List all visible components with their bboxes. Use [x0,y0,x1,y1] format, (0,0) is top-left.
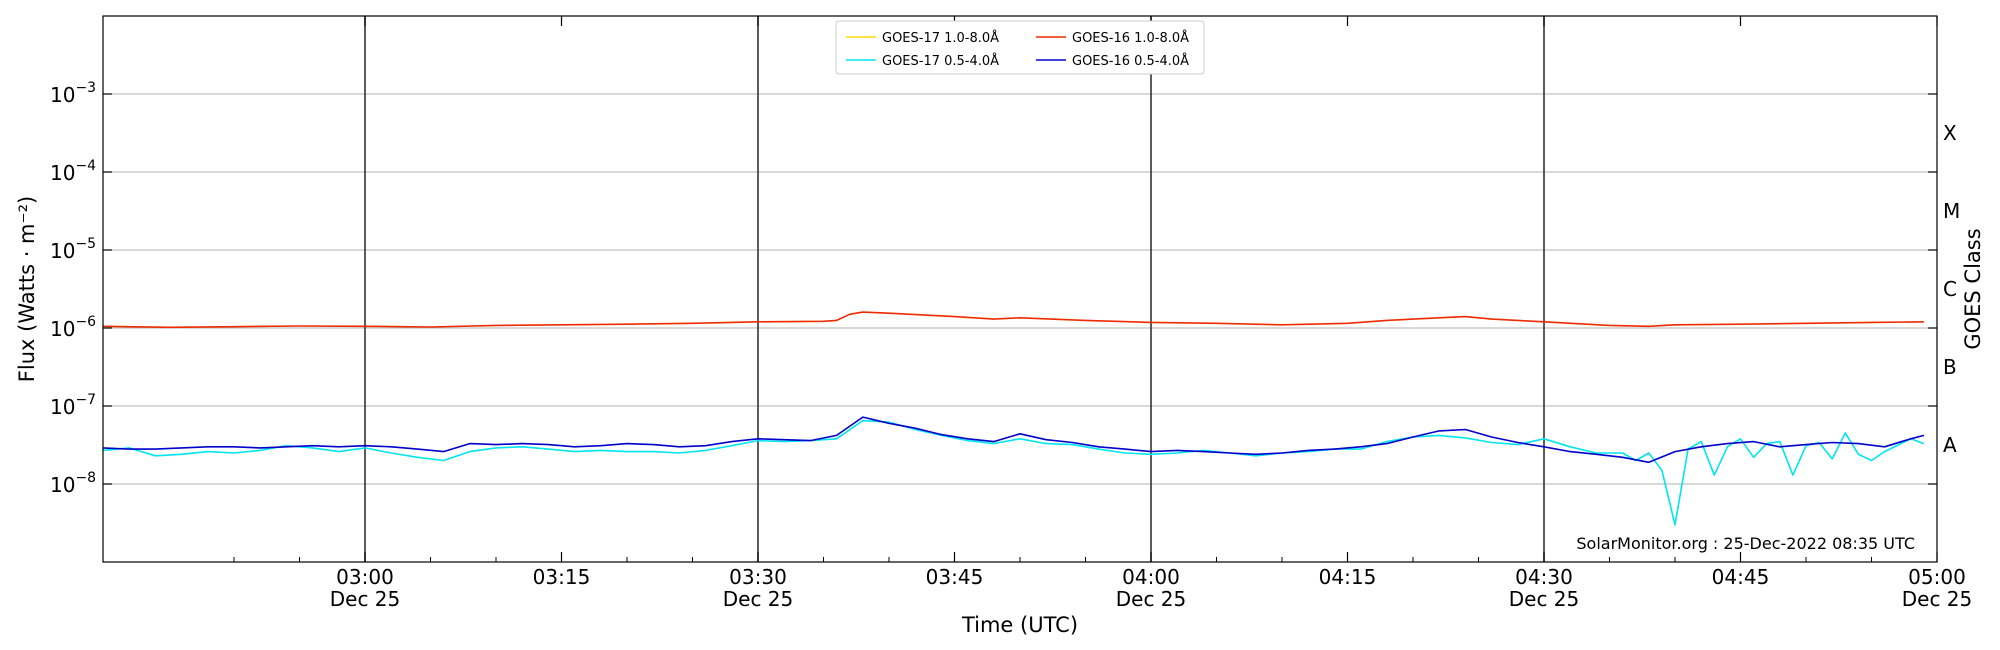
goes-class-label: C [1943,277,1957,301]
x-tick-label-date: Dec 25 [1902,587,1973,611]
x-axis-title: Time (UTC) [961,613,1078,637]
x-tick-label-date: Dec 25 [1509,587,1580,611]
legend-label: GOES-16 1.0-8.0Å [1072,30,1189,46]
x-tick-label-time: 03:30 [729,565,787,589]
x-tick-label-time: 04:00 [1122,565,1180,589]
watermark: SolarMonitor.org : 25-Dec-2022 08:35 UTC [1576,534,1915,553]
series-line-4 [102,416,1925,464]
series-lines [102,311,1925,526]
x-tick-label-time: 03:15 [533,565,591,589]
plot-frame [102,15,1938,563]
legend-label: GOES-17 1.0-8.0Å [882,30,999,46]
axis-ticks [102,15,1938,562]
y-tick-label: 10−8 [50,470,96,497]
grid [103,93,1937,485]
vertical-time-markers [364,16,1545,562]
y-tick-label: 10−5 [50,236,96,263]
x-tick-label-time: 04:30 [1515,565,1573,589]
y-tick-label: 10−4 [50,158,96,185]
x-tick-label-date: Dec 25 [723,587,794,611]
y2-axis-title: GOES Class [1961,228,1985,349]
x-tick-label-time: 04:45 [1712,565,1770,589]
goes-class-label: A [1943,433,1957,457]
x-tick-label-time: 05:00 [1908,565,1966,589]
goes-class-labels: A B C M X [1943,121,1960,457]
legend-label: GOES-17 0.5-4.0Å [882,53,999,69]
y-axis-title: Flux (Watts · m⁻²) [15,196,39,382]
x-tick-label-date: Dec 25 [1116,587,1187,611]
x-tick-label-date: Dec 25 [330,587,401,611]
goes-class-label: B [1943,355,1957,379]
x-tick-label-time: 04:15 [1319,565,1377,589]
legend-label: GOES-16 0.5-4.0Å [1072,53,1189,69]
series-line-3 [102,311,1924,329]
y-tick-label: 10−6 [50,314,96,341]
y-tick-labels: 10−8 10−7 10−6 10−5 10−4 10−3 [50,80,96,497]
y-tick-label: 10−3 [50,80,96,107]
y-tick-label: 10−7 [50,392,96,419]
legend-box [835,20,1205,75]
goes-class-label: X [1943,121,1957,145]
legend: GOES-17 1.0-8.0Å GOES-17 0.5-4.0Å GOES-16 … [835,20,1205,75]
x-tick-label-time: 03:45 [926,565,984,589]
series-line-2 [102,419,1925,526]
goes-class-label: M [1943,199,1960,223]
x-tick-label-time: 03:00 [336,565,394,589]
